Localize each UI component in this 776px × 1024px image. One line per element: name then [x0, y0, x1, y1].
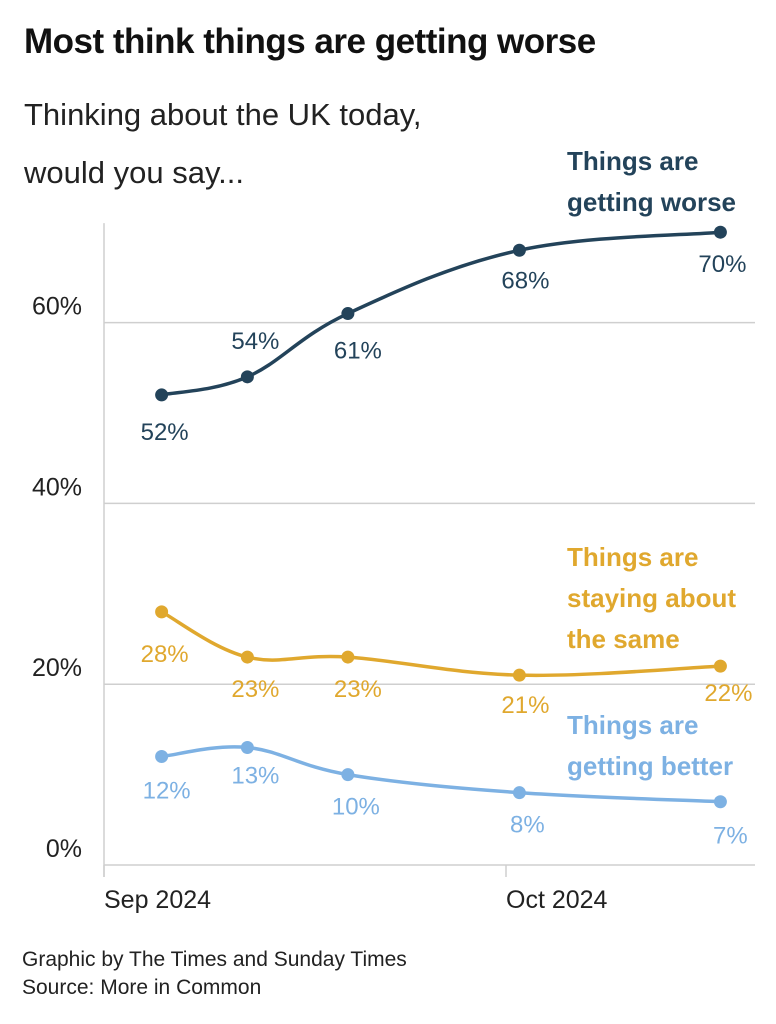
data-point — [155, 750, 169, 764]
data-point — [240, 370, 254, 384]
data-label: 12% — [143, 778, 191, 805]
y-tick-label: 40% — [32, 473, 82, 501]
data-point — [341, 650, 355, 664]
data-point — [512, 243, 526, 257]
data-point — [512, 668, 526, 682]
data-point — [713, 659, 727, 673]
series-line — [159, 610, 723, 678]
series-label: getting better — [567, 751, 733, 781]
data-point — [713, 795, 727, 809]
footer: Graphic by The Times and Sunday Times So… — [22, 946, 407, 1002]
credit-text: Graphic by The Times and Sunday Times — [22, 948, 407, 971]
data-point — [240, 740, 254, 754]
data-label: 28% — [141, 641, 189, 668]
y-tick-label: 0% — [46, 835, 82, 863]
data-label: 54% — [231, 328, 279, 355]
series-label: getting worse — [567, 187, 736, 217]
series-label: staying about — [567, 583, 736, 613]
y-tick-label: 60% — [32, 293, 82, 321]
data-label: 70% — [698, 251, 746, 278]
data-label: 13% — [231, 762, 279, 789]
data-label: 8% — [510, 812, 545, 839]
series-label: Things are — [567, 542, 698, 572]
data-point — [155, 388, 169, 402]
data-label: 10% — [332, 794, 380, 821]
data-point — [341, 307, 355, 321]
series-label: Things are — [567, 146, 698, 176]
data-label: 7% — [713, 823, 748, 850]
subtitle-line-2: would you say... — [24, 155, 244, 190]
series-line — [159, 230, 723, 397]
data-point — [713, 225, 727, 239]
data-point — [155, 605, 169, 619]
data-point — [341, 768, 355, 782]
y-tick-label: 20% — [32, 654, 82, 682]
chart-subtitle: Thinking about the UK today, would you s… — [24, 86, 544, 202]
chart-title: Most think things are getting worse — [24, 22, 596, 61]
data-label: 23% — [334, 676, 382, 703]
data-point — [240, 650, 254, 664]
series-label: Things are — [567, 710, 698, 740]
x-tick-label: Sep 2024 — [104, 886, 211, 914]
data-label: 23% — [231, 676, 279, 703]
data-label: 21% — [501, 692, 549, 719]
x-tick-label: Oct 2024 — [506, 886, 608, 914]
data-label: 22% — [704, 680, 752, 707]
source-text: Source: More in Common — [22, 976, 262, 999]
subtitle-line-1: Thinking about the UK today, — [24, 97, 422, 132]
data-point — [512, 786, 526, 800]
series-label: the same — [567, 624, 680, 654]
data-label: 52% — [141, 419, 189, 446]
data-label: 68% — [501, 267, 549, 294]
series-line — [159, 745, 723, 804]
data-label: 61% — [334, 338, 382, 365]
